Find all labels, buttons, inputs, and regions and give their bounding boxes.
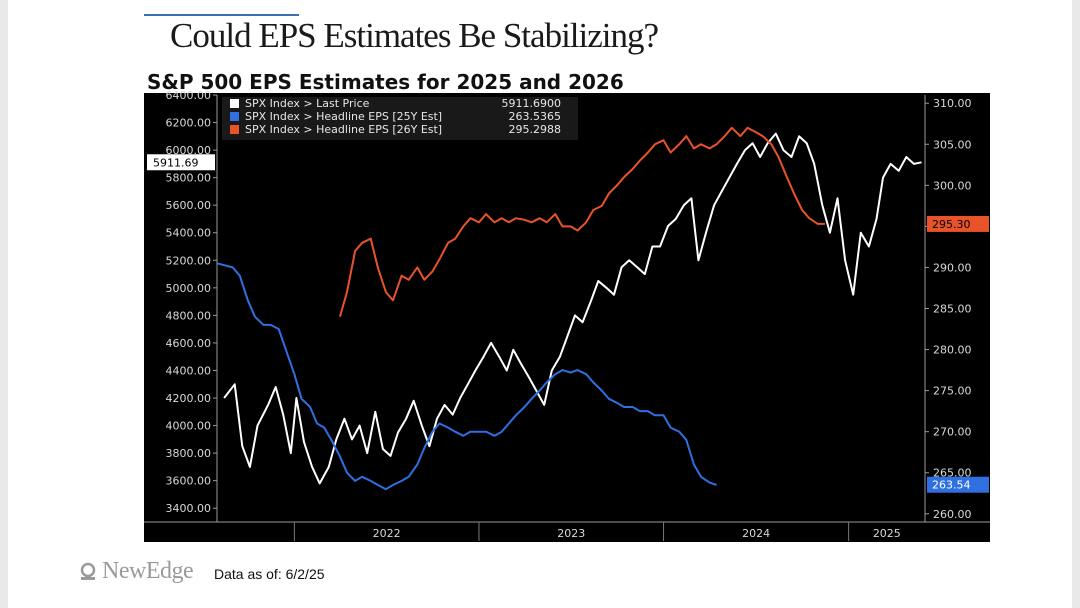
chart-axes: 3400.00 3600.00 3800.00 4000.00 4200.00 4400.… — [144, 89, 990, 541]
chart-title: S&P 500 EPS Estimates for 2025 and 2026 — [147, 70, 624, 94]
chart-legend: SPX Index > Last Price 5911.6900 SPX Index… — [222, 97, 578, 140]
legend-entry-name: SPX Index > Headline EPS [26Y Est] — [245, 123, 442, 136]
left-axis-tick-label: 6000.00 — [166, 144, 212, 157]
legend-entry-value: 263.5365 — [509, 110, 562, 123]
left-axis-tick-label: 5200.00 — [166, 254, 212, 267]
newedge-logo: NewEdge — [78, 558, 194, 585]
title-accent-bar — [144, 14, 299, 16]
eps26-last-value-box — [927, 215, 989, 232]
right-axis-tick-label: 260.00 — [933, 508, 972, 521]
series-line — [223, 132, 922, 485]
left-axis-tick-label: 5400.00 — [166, 227, 212, 240]
legend-entry-name: SPX Index > Last Price — [245, 97, 370, 110]
legend-swatch — [230, 99, 239, 108]
left-axis-tick-label: 5000.00 — [166, 282, 212, 295]
left-axis-tick-label: 4000.00 — [166, 420, 212, 433]
newedge-logo-text: NewEdge — [102, 558, 194, 584]
legend-swatch — [230, 112, 239, 121]
data-as-of-note: Data as of: 6/2/25 — [214, 566, 325, 582]
series-line — [338, 126, 825, 317]
eps25-last-value-box — [927, 476, 989, 493]
price-last-value-label: 5911.69 — [153, 156, 199, 169]
price-last-value-box — [147, 154, 215, 171]
left-axis-tick-label: 4400.00 — [166, 364, 212, 377]
right-axis-tick-label: 290.00 — [933, 261, 972, 274]
left-axis-tick-label: 3400.00 — [166, 502, 212, 515]
legend-box — [222, 97, 578, 140]
legend-entry-value: 5911.6900 — [502, 97, 562, 110]
right-axis-tick-label: 305.00 — [933, 138, 972, 151]
left-axis-tick-label: 4600.00 — [166, 337, 212, 350]
x-axis-tick-label: 2023 — [557, 527, 585, 540]
chart-background — [144, 93, 990, 542]
eps25-last-value-label: 263.54 — [932, 479, 971, 492]
newedge-logo-icon — [80, 562, 96, 580]
left-axis-tick-label: 3800.00 — [166, 447, 212, 460]
legend-entry-name: SPX Index > Headline EPS [25Y Est] — [245, 110, 442, 123]
right-axis-tick-label: 265.00 — [933, 467, 972, 480]
chart-last-value-labels: 5911.69 295.30 263.54 — [147, 154, 989, 493]
left-axis-tick-label: 5800.00 — [166, 172, 212, 185]
x-axis-tick-label: 2024 — [742, 527, 770, 540]
left-axis-tick-label: 4200.00 — [166, 392, 212, 405]
x-axis-tick-label: 2022 — [373, 527, 401, 540]
series-line — [216, 262, 717, 491]
left-axis-tick-label: 4800.00 — [166, 309, 212, 322]
right-axis-tick-label: 270.00 — [933, 426, 972, 439]
chart-series — [216, 126, 922, 491]
left-axis-tick-label: 6200.00 — [166, 117, 212, 130]
slide-title: Could EPS Estimates Be Stabilizing? — [170, 16, 659, 55]
left-axis-tick-label: 3600.00 — [166, 475, 212, 488]
x-axis-tick-label: 2025 — [873, 527, 901, 540]
right-axis-tick-label: 275.00 — [933, 385, 972, 398]
left-axis-tick-label: 5600.00 — [166, 199, 212, 212]
right-axis-tick-label: 310.00 — [933, 97, 972, 110]
right-axis-tick-label: 280.00 — [933, 344, 972, 357]
right-axis-tick-label: 300.00 — [933, 179, 972, 192]
left-axis-tick-label: 6400.00 — [166, 89, 212, 102]
eps26-last-value-label: 295.30 — [932, 218, 971, 231]
legend-swatch — [230, 125, 239, 134]
right-axis-tick-label: 285.00 — [933, 303, 972, 316]
legend-entry-value: 295.2988 — [509, 123, 562, 136]
